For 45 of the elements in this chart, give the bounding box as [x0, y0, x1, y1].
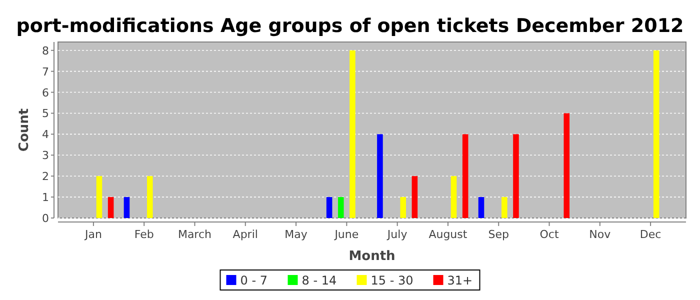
x-tick-label: April: [232, 228, 258, 241]
y-axis-title: Count: [17, 108, 32, 152]
y-tick-label: 1: [42, 191, 49, 204]
y-tick-label: 4: [42, 128, 49, 142]
x-tick-label: Oct: [540, 228, 560, 241]
x-tick-label: June: [334, 228, 359, 241]
bar: [108, 197, 114, 218]
bar: [513, 134, 519, 218]
legend-label: 31+: [447, 274, 473, 288]
x-tick-label: July: [386, 228, 408, 241]
bar: [146, 176, 153, 218]
x-tick-label: Dec: [640, 228, 662, 241]
bar: [400, 197, 406, 218]
bar: [450, 176, 457, 218]
y-tick-label: 3: [42, 149, 49, 162]
bar: [478, 197, 484, 218]
x-tick-label: March: [178, 228, 212, 241]
bar: [350, 50, 356, 218]
y-tick-label: 2: [42, 170, 49, 184]
x-tick-label: Sep: [488, 228, 509, 241]
legend-label: 15 - 30: [370, 274, 414, 288]
bar: [502, 197, 508, 218]
y-tick-label: 0: [42, 212, 49, 225]
x-tick-label: Jan: [84, 228, 102, 241]
bar: [96, 176, 102, 218]
y-tick-label: 6: [42, 86, 49, 100]
bar: [338, 197, 344, 218]
legend-label: 8 - 14: [302, 274, 337, 288]
bar: [564, 113, 570, 218]
bar: [124, 197, 130, 218]
bar: [326, 197, 332, 218]
bar: [462, 134, 468, 218]
x-tick-label: Feb: [134, 228, 154, 241]
y-tick-label: 7: [42, 65, 49, 78]
bar: [412, 176, 418, 218]
bar: [653, 50, 660, 218]
y-tick-label: 8: [42, 44, 49, 58]
legend-label: 0 - 7: [240, 274, 268, 288]
x-tick-label: May: [284, 228, 308, 241]
chart-title: port-modifications Age groups of open tickets December 2012: [16, 15, 684, 37]
x-tick-label: Nov: [589, 228, 612, 241]
x-axis-title: Month: [348, 249, 396, 264]
x-tick-label: August: [428, 228, 468, 241]
y-tick-label: 5: [42, 107, 49, 120]
bar: [377, 134, 383, 218]
